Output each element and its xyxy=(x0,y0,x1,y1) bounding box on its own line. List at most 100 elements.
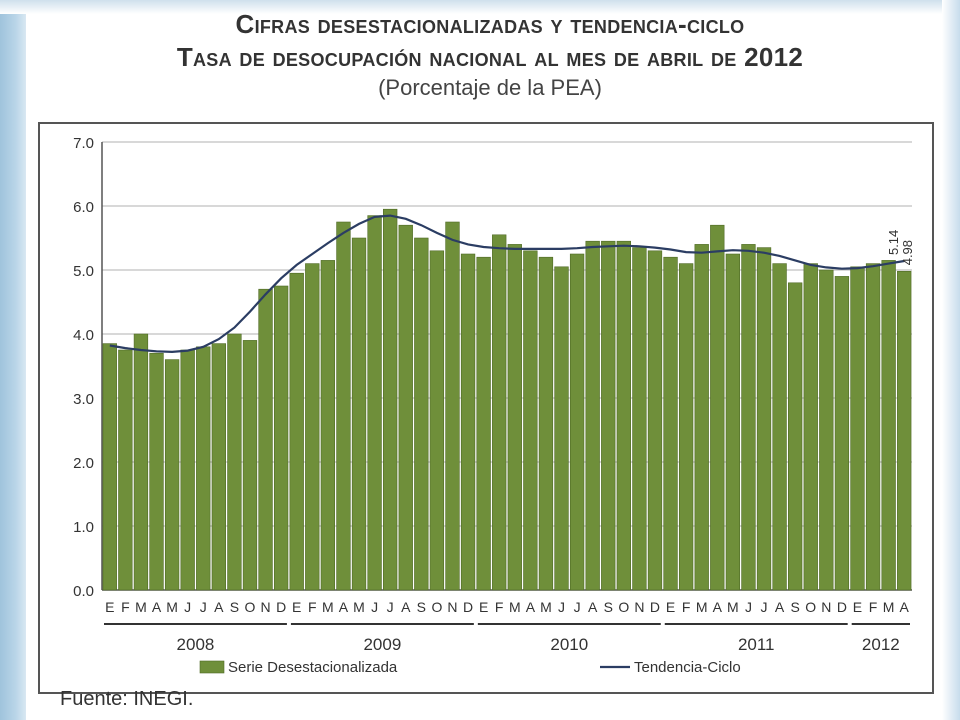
data-bar xyxy=(834,276,850,591)
data-bar xyxy=(383,208,398,591)
data-bar xyxy=(211,343,226,591)
y-tick-label: 2.0 xyxy=(73,455,94,472)
x-tick-label: A xyxy=(900,599,910,615)
x-tick-label: S xyxy=(604,599,613,615)
data-bar xyxy=(336,221,351,591)
chart-frame: 0.0 1.0 2.0 3.0 4.0 5.0 6.0 7.0 5.14 4.98 E F M A M J J A… xyxy=(38,122,934,694)
chart-svg: 0.01.02.03.04.05.06.07.05.14 4.98E F M A M J J A… xyxy=(73,135,915,676)
data-bar xyxy=(476,256,491,591)
data-bar xyxy=(694,244,709,591)
x-tick-label: O xyxy=(245,599,256,615)
year-label: 2011 xyxy=(738,635,775,654)
x-tick-label: N xyxy=(634,599,644,615)
x-tick-label: F xyxy=(682,599,691,615)
y-tick-label: 7.0 xyxy=(73,135,94,152)
y-tick-label: 1.0 xyxy=(73,519,94,536)
x-tick-label: M xyxy=(727,599,739,615)
x-tick-label: M xyxy=(696,599,708,615)
x-tick-label: S xyxy=(791,599,800,615)
data-bar xyxy=(897,270,912,591)
x-tick-label: M xyxy=(540,599,552,615)
x-tick-label: M xyxy=(166,599,178,615)
data-bar xyxy=(196,346,211,591)
x-tick-label: A xyxy=(713,599,723,615)
annotation-label: 4.98 xyxy=(900,240,915,265)
data-bar xyxy=(523,250,538,591)
data-bar xyxy=(850,266,865,591)
right-background-band xyxy=(942,0,960,720)
data-bar xyxy=(741,244,756,591)
data-bar xyxy=(445,221,460,591)
data-bar xyxy=(803,263,818,591)
data-bar xyxy=(756,247,772,591)
data-bar xyxy=(164,359,180,591)
legend-label: Serie Desestacionalizada xyxy=(228,659,398,676)
data-bar xyxy=(414,237,429,591)
annotation-label: 5.14 xyxy=(886,230,901,255)
y-tick-label: 3.0 xyxy=(73,391,94,408)
data-bar xyxy=(492,234,507,591)
data-bar xyxy=(772,263,787,591)
year-label: 2008 xyxy=(177,635,215,654)
data-bar xyxy=(819,269,834,591)
chart-title-block: Cifras desestacionalizadas y tendencia-c… xyxy=(40,8,940,102)
x-tick-label: J xyxy=(745,599,752,615)
x-tick-label: A xyxy=(401,599,411,615)
y-tick-label: 4.0 xyxy=(73,327,94,344)
data-bar xyxy=(273,285,289,591)
x-tick-label: A xyxy=(339,599,349,615)
data-bar xyxy=(865,263,881,591)
data-bar xyxy=(507,244,522,591)
x-tick-label: E xyxy=(292,599,301,615)
data-bar xyxy=(554,266,569,591)
x-tick-label: S xyxy=(417,599,426,615)
x-tick-label: O xyxy=(431,599,442,615)
data-bar xyxy=(258,288,273,591)
x-tick-label: N xyxy=(821,599,831,615)
data-bar xyxy=(616,240,631,591)
x-tick-label: D xyxy=(463,599,473,615)
data-bar xyxy=(398,224,413,591)
chart-subtitle: (Porcentaje de la PEA) xyxy=(378,75,602,100)
data-bar xyxy=(429,250,445,591)
left-background-band xyxy=(0,0,26,720)
x-tick-label: A xyxy=(526,599,536,615)
data-bar xyxy=(710,224,725,591)
x-tick-label: F xyxy=(869,599,878,615)
x-tick-label: N xyxy=(260,599,270,615)
data-bar xyxy=(725,253,741,591)
x-tick-label: D xyxy=(276,599,286,615)
x-tick-label: M xyxy=(322,599,334,615)
data-bar xyxy=(305,263,320,591)
data-bar xyxy=(118,349,133,591)
year-label: 2009 xyxy=(363,635,401,654)
x-tick-label: M xyxy=(509,599,521,615)
trend-line xyxy=(109,214,905,354)
x-tick-label: M xyxy=(135,599,147,615)
data-bar xyxy=(585,240,600,591)
x-tick-label: J xyxy=(761,599,768,615)
x-tick-label: J xyxy=(371,599,378,615)
x-tick-label: E xyxy=(105,599,114,615)
data-bar xyxy=(632,247,647,591)
x-tick-label: J xyxy=(574,599,581,615)
y-tick-label: 5.0 xyxy=(73,263,94,280)
data-bar xyxy=(320,260,336,591)
y-tick-label: 0.0 xyxy=(73,583,94,600)
x-tick-label: J xyxy=(387,599,394,615)
chart-title-line-2: Tasa de desocupación nacional al mes de … xyxy=(176,42,804,72)
x-tick-label: E xyxy=(666,599,675,615)
x-tick-label: O xyxy=(618,599,629,615)
data-bar xyxy=(180,349,195,591)
x-tick-label: E xyxy=(479,599,488,615)
x-tick-label: J xyxy=(558,599,565,615)
data-bar xyxy=(881,260,896,591)
x-tick-label: S xyxy=(230,599,239,615)
source-note: Fuente: INEGI. xyxy=(60,688,194,710)
x-tick-label: N xyxy=(447,599,457,615)
data-bar xyxy=(133,333,149,591)
data-bar xyxy=(227,333,242,591)
top-background-band xyxy=(0,0,960,14)
data-bar xyxy=(663,256,678,591)
x-tick-label: M xyxy=(353,599,365,615)
